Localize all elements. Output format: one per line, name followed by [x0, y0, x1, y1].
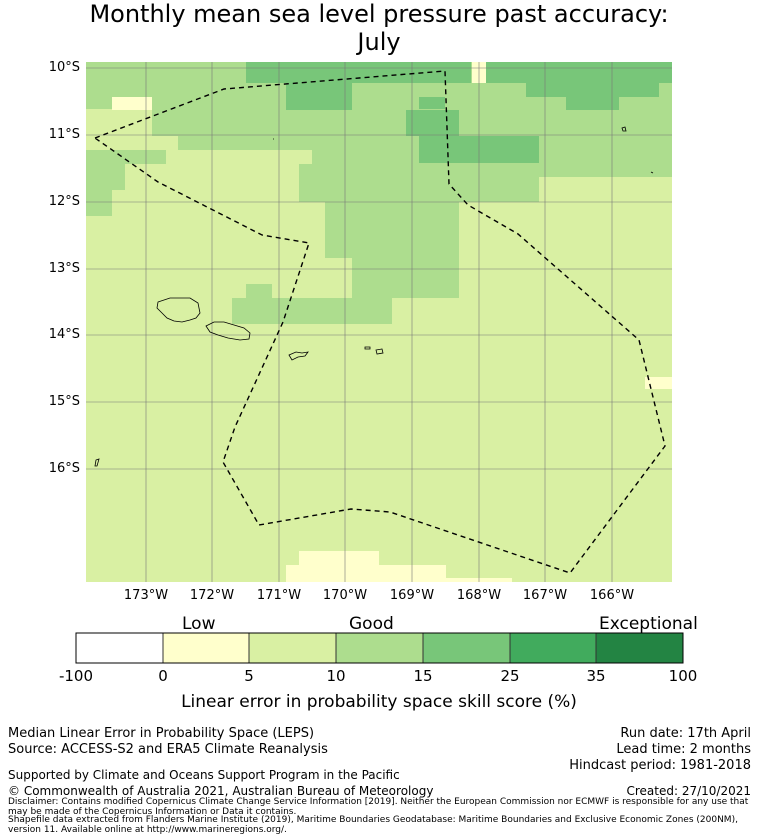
colorbar-tick-label: 10 — [326, 667, 346, 685]
lon-label: 168°W — [456, 588, 502, 603]
island-small-3 — [94, 458, 100, 467]
footer-run-date: Run date: 17th April — [620, 726, 751, 741]
lat-label: 14°S — [48, 327, 80, 342]
footer-lead-time: Lead time: 2 months — [616, 742, 751, 757]
colorbar-segment — [248, 632, 337, 664]
skill-area-10-15 — [86, 150, 166, 164]
colorbar-segment — [162, 632, 250, 664]
skill-area-0-5 — [299, 551, 379, 565]
skill-area-10-15 — [352, 258, 459, 298]
footer-support: Supported by Climate and Oceans Support … — [8, 768, 400, 782]
colorbar-title: Linear error in probability space skill … — [181, 692, 577, 712]
skill-area-10-15 — [246, 284, 272, 298]
skill-area-10-15 — [86, 164, 125, 190]
lat-label: 15°S — [48, 394, 80, 409]
skill-area-15-25 — [286, 83, 352, 110]
island-upolu — [205, 321, 251, 341]
colorbar-segment — [75, 632, 164, 664]
islands — [94, 126, 654, 467]
island-small-2 — [621, 126, 627, 132]
skill-area-10-15 — [299, 177, 539, 202]
lon-label: 173°W — [123, 588, 169, 603]
island-savaii — [156, 297, 201, 323]
lat-label: 11°S — [48, 127, 80, 142]
skill-grid — [86, 62, 672, 582]
lat-label: 16°S — [48, 461, 80, 476]
footer-method: Median Linear Error in Probability Space… — [8, 726, 315, 741]
skill-area-15-25 — [246, 62, 471, 83]
colorbar-tick-label: 25 — [500, 667, 520, 685]
colorbar-frame — [75, 632, 684, 664]
skill-area-10-15 — [299, 164, 672, 177]
footer-source: Source: ACCESS-S2 and ERA5 Climate Reana… — [8, 742, 328, 757]
skill-area-15-25 — [566, 97, 619, 110]
skill-area-10-15 — [86, 190, 112, 216]
footer-created: Created: 27/10/2021 — [626, 784, 751, 798]
colorbar-tick-label: 100 — [668, 667, 698, 685]
colorbar-tick-label: 35 — [586, 667, 606, 685]
lat-label: 13°S — [48, 261, 80, 276]
colorbar-segment — [335, 632, 424, 664]
lon-label: 169°W — [389, 588, 435, 603]
footer-hindcast: Hindcast period: 1981-2018 — [569, 758, 751, 773]
footer-copyright: © Commonwealth of Australia 2021, Austra… — [8, 784, 434, 798]
lon-label: 170°W — [322, 588, 368, 603]
colorbar — [75, 632, 684, 664]
colorbar-segment — [422, 632, 511, 664]
colorbar-segment — [595, 632, 684, 664]
skill-area-10-15 — [86, 97, 112, 109]
footer-disclaimer: Disclaimer: Contains modified Copernicus… — [8, 797, 749, 817]
footer-shapefile: Shapefile data extracted from Flanders M… — [8, 815, 738, 835]
colorbar-label-good: Good — [349, 614, 394, 634]
chart-title: Monthly mean sea level pressure past acc… — [0, 0, 758, 56]
colorbar-label-exceptional: Exceptional — [599, 614, 698, 634]
title-line-1: Monthly mean sea level pressure past acc… — [89, 0, 669, 28]
colorbar-segment — [509, 632, 597, 664]
colorbar-tick-label: 15 — [413, 667, 433, 685]
colorbar-tick-label: 0 — [158, 667, 168, 685]
island-small-4 — [650, 171, 654, 174]
skill-area-0-5 — [645, 377, 672, 389]
colorbar-tick-label: 5 — [244, 667, 254, 685]
title-line-2: July — [357, 28, 401, 56]
lon-label: 166°W — [589, 588, 635, 603]
skill-area-10-15 — [232, 298, 392, 324]
colorbar-tick-label: -100 — [58, 667, 94, 685]
lat-label: 10°S — [48, 60, 80, 75]
island-tutuila — [288, 351, 309, 361]
skill-area-0-5 — [286, 565, 446, 582]
skill-area-15-25 — [486, 62, 672, 83]
skill-area-15-25 — [419, 97, 445, 109]
colorbar-label-low: Low — [182, 614, 216, 634]
region-outline — [93, 70, 666, 574]
island-manua — [364, 346, 384, 355]
lon-label: 167°W — [522, 588, 568, 603]
lon-label: 171°W — [256, 588, 302, 603]
lon-label: 172°W — [189, 588, 235, 603]
lat-label: 12°S — [48, 194, 80, 209]
skill-area-10-15 — [325, 202, 459, 258]
skill-area-15-25 — [526, 83, 659, 97]
skill-area-0-5 — [112, 97, 152, 110]
graticule — [86, 62, 672, 582]
skill-area-15-25 — [406, 110, 459, 136]
